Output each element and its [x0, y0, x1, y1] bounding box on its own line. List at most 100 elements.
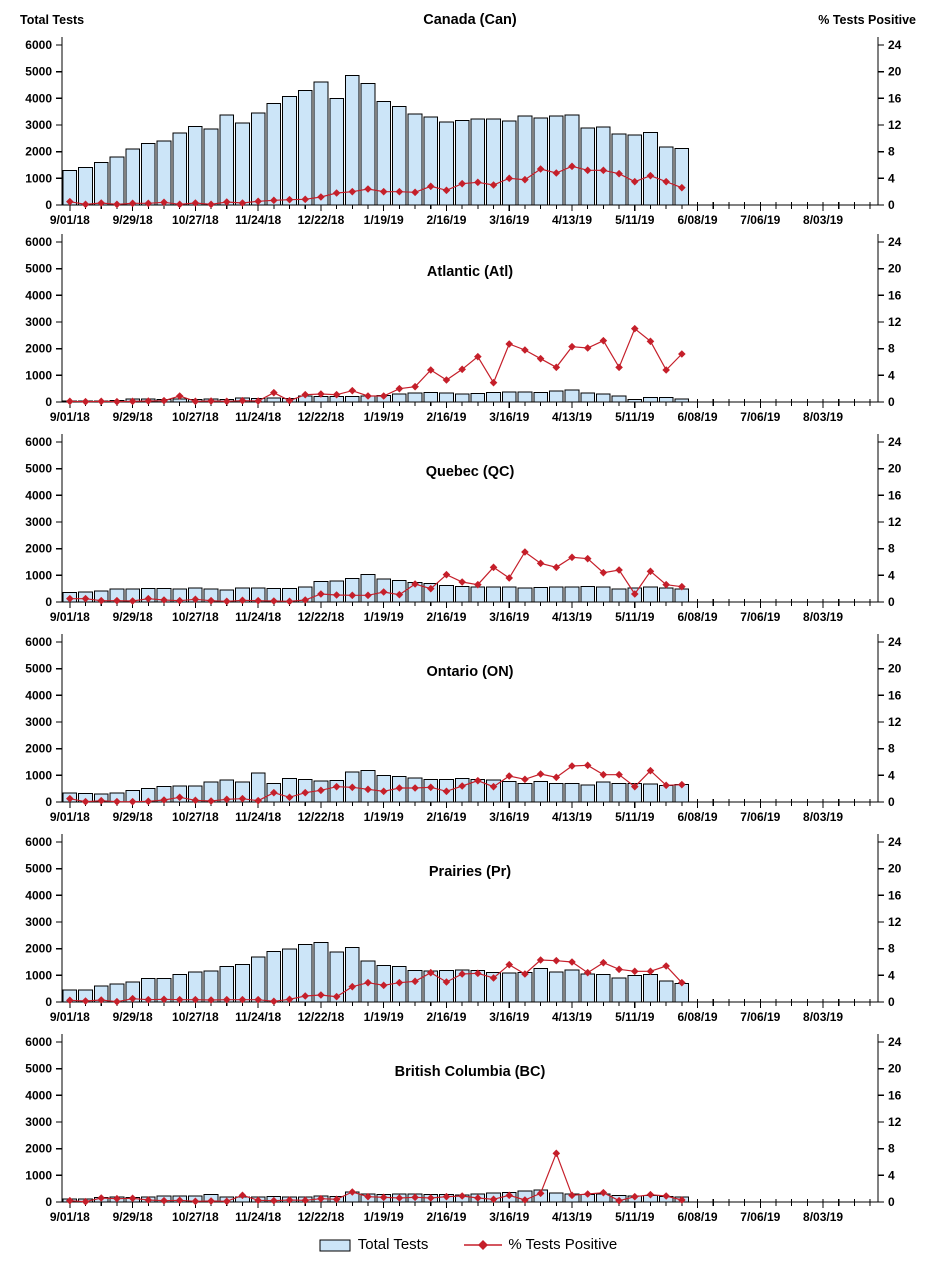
- diamond-marker: [646, 967, 655, 976]
- percent-positive-markers: [66, 162, 686, 209]
- bar: [297, 943, 313, 1003]
- bar: [454, 778, 470, 803]
- diamond-marker: [599, 770, 608, 779]
- x-tick-label: 1/19/19: [364, 1010, 404, 1024]
- bar: [219, 114, 235, 206]
- left-tick-label: 6000: [25, 235, 52, 249]
- diamond-marker: [175, 995, 184, 1004]
- x-tick-label: 2/16/19: [426, 213, 466, 227]
- x-tick-label: 7/06/19: [740, 213, 780, 227]
- chart-british-columbia-bc: British Columbia (BC) 0 1000 2000 3000 4000 50…: [0, 1030, 935, 1230]
- x-tick-label: 7/06/19: [740, 410, 780, 424]
- x-tick-label: 12/22/18: [298, 1210, 345, 1224]
- left-tick-label: 4000: [25, 288, 52, 302]
- x-tick-label: 5/11/19: [615, 1010, 655, 1024]
- bar: [297, 89, 313, 206]
- x-tick-label: 12/22/18: [298, 1010, 345, 1024]
- diamond-marker: [348, 187, 357, 196]
- diamond-marker: [301, 390, 310, 399]
- bar: [329, 97, 344, 206]
- chart-svg-atlantic-atl: Atlantic (Atl) 0 1000 2000 3000 4000 5000 6000 0…: [25, 234, 902, 424]
- x-tick-label: 3/16/19: [489, 410, 529, 424]
- diamond-marker: [599, 958, 608, 967]
- diamond-marker: [583, 968, 592, 977]
- x-tick-label: 9/01/18: [50, 410, 90, 424]
- diamond-marker: [552, 363, 561, 372]
- x-tick-label: 3/16/19: [489, 610, 529, 624]
- x-tick-label: 4/13/19: [552, 610, 592, 624]
- x-tick-label: 6/08/19: [678, 1010, 718, 1024]
- diamond-marker: [474, 969, 482, 978]
- diamond-marker: [364, 978, 372, 987]
- diamond-marker: [426, 182, 435, 191]
- x-tick-label: 9/01/18: [50, 1010, 90, 1024]
- x-tick-label: 9/01/18: [50, 810, 90, 824]
- x-tick-label: 2/16/19: [426, 810, 466, 824]
- chart-title: Canada (Can): [423, 12, 517, 28]
- legend-total-tests-label: Total Tests: [357, 1236, 429, 1253]
- left-tick-label: 1000: [25, 768, 52, 782]
- right-tick-label: 4: [888, 368, 895, 382]
- bar: [643, 783, 658, 803]
- diamond-marker: [630, 324, 639, 333]
- diamond-marker: [630, 177, 639, 186]
- diamond-marker: [599, 166, 608, 175]
- percent-positive-line: [69, 1151, 682, 1203]
- diamond-marker: [379, 392, 388, 400]
- diamond-marker: [254, 397, 262, 405]
- left-tick-label: 2000: [25, 1142, 52, 1156]
- right-tick-label: 24: [888, 835, 902, 849]
- diamond-marker: [332, 992, 341, 1001]
- diamond-marker: [160, 396, 168, 405]
- x-tick-label: 9/29/18: [113, 810, 153, 824]
- diamond-marker: [395, 384, 404, 393]
- x-tick-label: 9/29/18: [113, 213, 153, 227]
- diamond-marker: [113, 997, 121, 1006]
- diamond-marker: [113, 1194, 121, 1203]
- right-tick-label: 12: [888, 515, 902, 529]
- diamond-marker: [630, 782, 639, 791]
- diamond-marker: [317, 1194, 325, 1203]
- bar: [313, 81, 329, 206]
- x-tick-label: 2/16/19: [426, 1210, 466, 1224]
- x-tick-label: 11/24/18: [235, 213, 281, 227]
- diamond-marker: [678, 978, 686, 987]
- diamond-marker: [662, 177, 670, 186]
- diamond-marker: [364, 392, 372, 400]
- bar: [517, 115, 533, 206]
- chart-prairies-pr: Prairies (Pr) 0 1000 2000 3000 4000 5000 6000 0 4…: [0, 830, 935, 1030]
- diamond-marker: [191, 995, 200, 1004]
- bar: [250, 112, 266, 206]
- chart-quebec-qc: Quebec (QC) 0 1000 2000 3000 4000 5000 6000 0 4 8 1…: [0, 430, 935, 630]
- diamond-marker: [646, 567, 655, 576]
- diamond-marker: [552, 169, 561, 177]
- x-tick-label: 3/16/19: [489, 213, 529, 227]
- bar: [611, 133, 627, 206]
- chart-atlantic-atl: Atlantic (Atl) 0 1000 2000 3000 4000 5000 6000 0…: [0, 230, 935, 430]
- bar: [501, 120, 517, 206]
- bar: [596, 586, 611, 603]
- diamond-marker: [426, 968, 435, 977]
- x-tick-label: 10/27/18: [172, 810, 219, 824]
- bar: [580, 392, 596, 403]
- bar: [674, 147, 690, 206]
- right-tick-label: 8: [888, 342, 895, 356]
- right-tick-label: 12: [888, 915, 902, 929]
- diamond-marker: [678, 350, 686, 358]
- bar: [329, 780, 344, 803]
- diamond-marker: [583, 166, 592, 175]
- diamond-marker: [489, 181, 498, 189]
- right-tick-label: 4: [888, 1168, 895, 1182]
- diamond-marker: [521, 346, 529, 354]
- diamond-marker: [505, 960, 514, 969]
- diamond-marker: [238, 199, 247, 207]
- diamond-marker: [379, 787, 388, 796]
- bar: [156, 140, 172, 206]
- diamond-marker: [144, 199, 153, 208]
- diamond-marker: [332, 390, 341, 399]
- left-tick-label: 2000: [25, 542, 52, 556]
- x-tick-label: 9/29/18: [113, 610, 153, 624]
- bar: [658, 980, 674, 1003]
- x-tick-label: 9/01/18: [50, 1210, 90, 1224]
- bar: [140, 143, 156, 206]
